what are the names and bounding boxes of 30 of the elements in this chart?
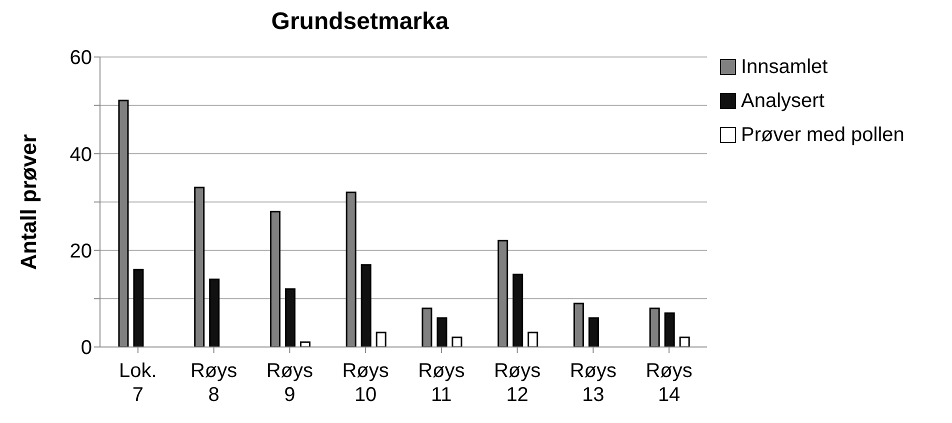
bar — [360, 264, 372, 347]
bar — [664, 312, 675, 347]
x-tick-label: Røys 9 — [266, 360, 314, 406]
y-tick-label: 0 — [80, 337, 92, 360]
y-tick-label: 40 — [70, 144, 92, 166]
bar — [528, 332, 538, 347]
x-tick-label: Røys 13 — [570, 360, 617, 406]
y-tick-label: 20 — [70, 240, 92, 262]
x-tick-label: Lok. 7 — [119, 360, 157, 406]
x-tick-label: Røys 11 — [418, 360, 465, 406]
y-axis-title: Antall prøver — [16, 134, 41, 270]
legend-label: Innsamlet — [741, 55, 828, 80]
x-tick-label: Røys 10 — [342, 360, 389, 406]
x-tick-label: Røys 14 — [646, 360, 692, 406]
bar — [679, 336, 690, 347]
legend-label: Analysert — [741, 89, 824, 114]
bar — [588, 317, 599, 347]
bar — [300, 341, 310, 347]
x-tick-label: Røys 8 — [190, 360, 238, 406]
bar — [209, 278, 220, 347]
bar — [133, 268, 144, 347]
bar — [436, 317, 448, 347]
y-tick-label: 60 — [70, 47, 92, 70]
x-tick-label: Røys 12 — [494, 360, 541, 406]
bar — [512, 274, 524, 347]
bar — [452, 336, 462, 347]
legend-label: Prøver med pollen — [741, 123, 904, 148]
chart-title: Grundsetmarka — [270, 8, 450, 36]
bar — [376, 332, 386, 347]
bar — [284, 288, 296, 347]
